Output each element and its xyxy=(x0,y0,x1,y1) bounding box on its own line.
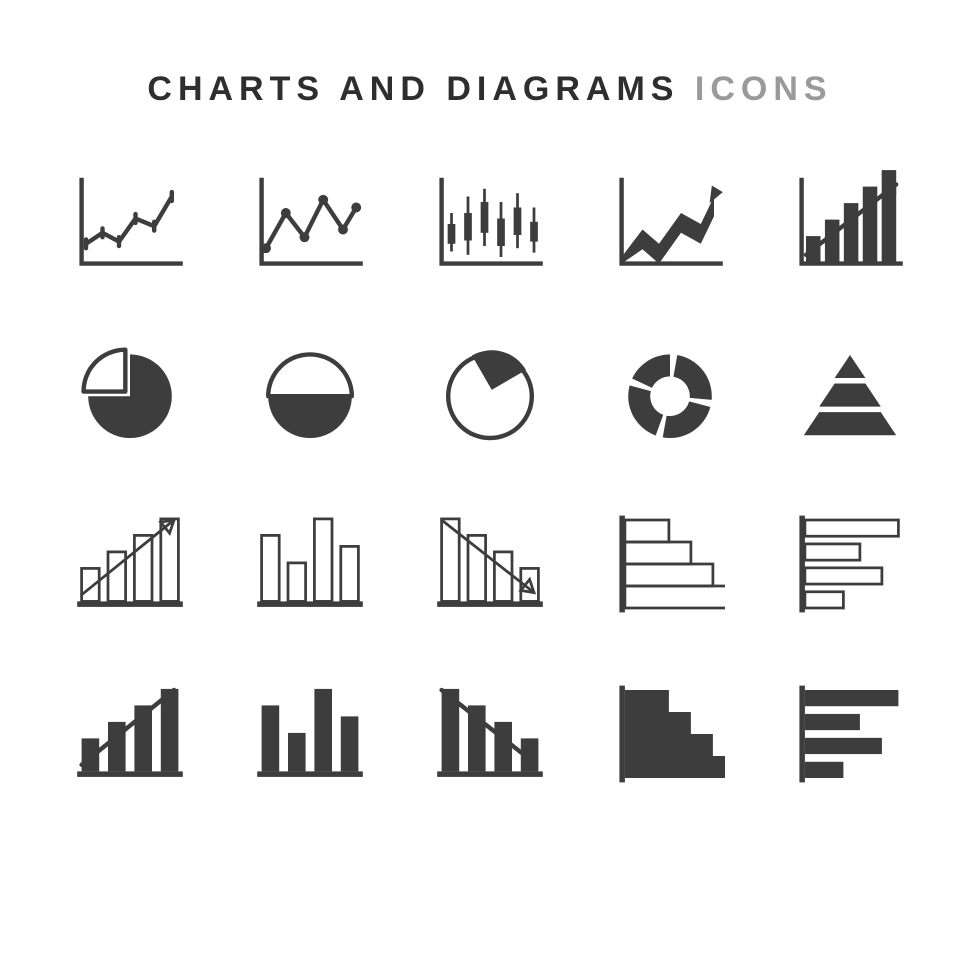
bars-down-outline-icon xyxy=(420,509,560,619)
page-title: CHARTS AND DIAGRAMS ICONS xyxy=(60,70,920,109)
icon-grid xyxy=(60,169,920,789)
bars-up-solid-icon xyxy=(60,679,200,789)
candlestick-icon xyxy=(420,169,560,279)
hbar-step-outline-icon xyxy=(600,509,740,619)
bars-down-solid-icon xyxy=(420,679,560,789)
bars-mixed-outline-icon xyxy=(240,509,380,619)
line-dots-up-icon xyxy=(60,169,200,279)
title-accent: ICONS xyxy=(695,70,833,108)
hbar-outline-icon xyxy=(780,509,920,619)
area-arrow-up-icon xyxy=(600,169,740,279)
pyramid-icon xyxy=(780,339,920,449)
icon-sheet: CHARTS AND DIAGRAMS ICONS xyxy=(0,0,980,980)
title-main: CHARTS AND DIAGRAMS xyxy=(147,70,679,108)
line-zigzag-icon xyxy=(240,169,380,279)
donut-segmented-icon xyxy=(600,339,740,449)
pie-arrow-icon xyxy=(420,339,560,449)
hbar-solid-icon xyxy=(780,679,920,789)
hbar-step-solid-icon xyxy=(600,679,740,789)
pie-half-outline-icon xyxy=(240,339,380,449)
bars-arrow-up-icon xyxy=(780,169,920,279)
bars-mixed-solid-icon xyxy=(240,679,380,789)
bars-up-outline-icon xyxy=(60,509,200,619)
pie-exploded-icon xyxy=(60,339,200,449)
